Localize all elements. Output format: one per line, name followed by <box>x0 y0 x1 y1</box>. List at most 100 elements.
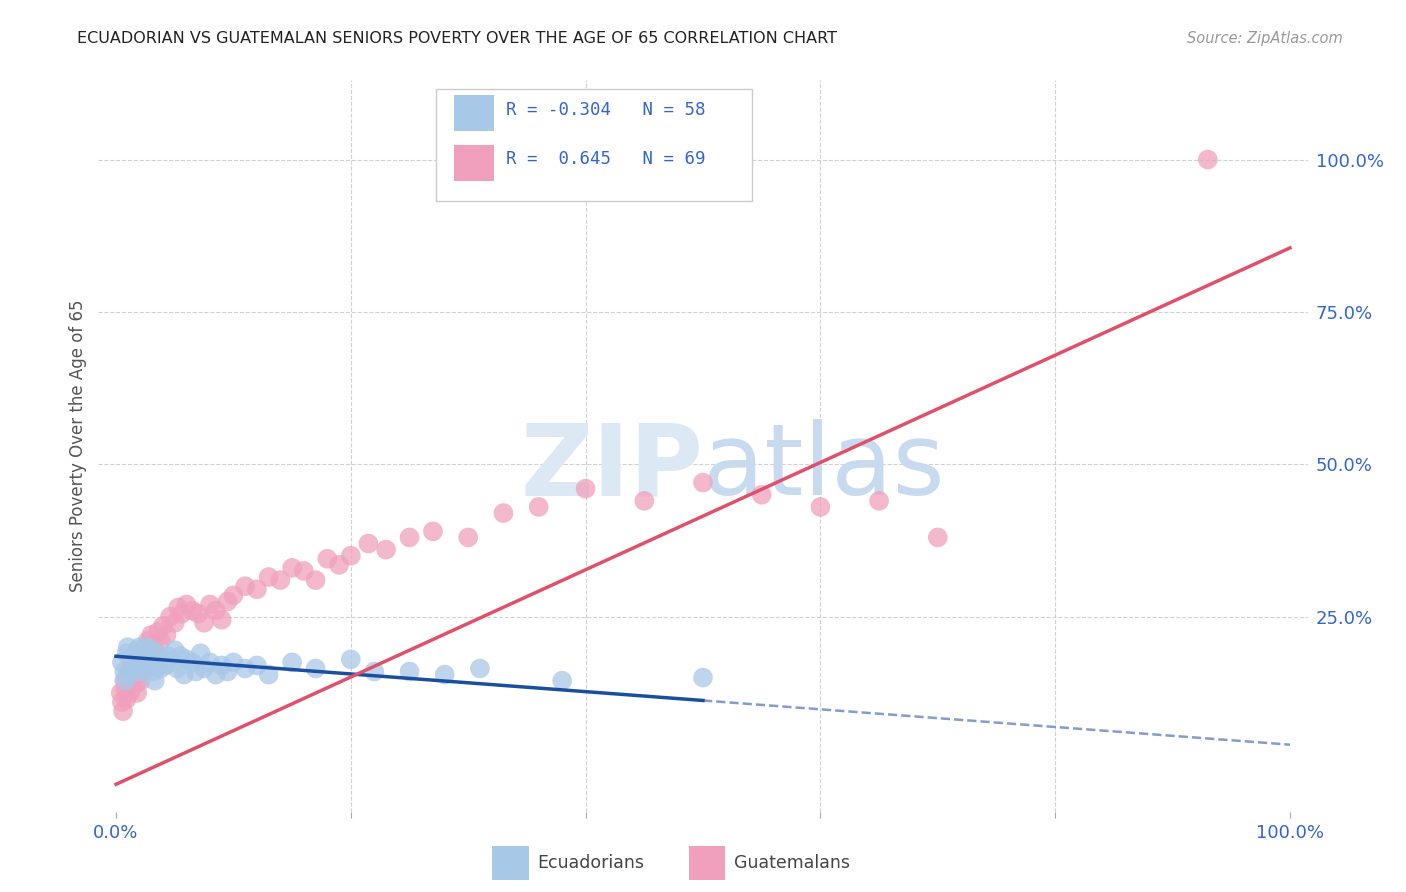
Point <box>316 551 339 566</box>
Point <box>122 656 145 670</box>
Point <box>692 671 714 685</box>
Point <box>128 649 150 664</box>
Point <box>160 656 183 670</box>
Point <box>117 667 139 681</box>
Point <box>204 603 226 617</box>
Point <box>132 665 155 679</box>
Point <box>115 692 138 706</box>
Point <box>127 686 149 700</box>
Point <box>304 573 326 587</box>
Point <box>115 646 138 660</box>
Point <box>246 582 269 597</box>
Point <box>112 665 135 679</box>
Point <box>170 607 193 621</box>
Point <box>357 536 380 550</box>
Point <box>129 673 152 688</box>
Point <box>193 615 215 630</box>
Text: Ecuadorians: Ecuadorians <box>537 854 644 871</box>
Point <box>340 549 363 563</box>
Point <box>457 530 479 544</box>
Point <box>114 682 136 697</box>
Y-axis label: Seniors Poverty Over the Age of 65: Seniors Poverty Over the Age of 65 <box>69 300 87 592</box>
Point <box>112 704 135 718</box>
Point <box>111 656 134 670</box>
Text: ZIP: ZIP <box>520 419 703 516</box>
Point <box>124 667 146 681</box>
Point <box>808 500 831 514</box>
Point <box>148 656 170 670</box>
Point <box>122 649 145 664</box>
Text: atlas: atlas <box>703 419 945 516</box>
Point <box>127 652 149 666</box>
Point <box>136 634 159 648</box>
Point <box>163 643 186 657</box>
Point <box>138 661 160 675</box>
Point <box>149 661 172 675</box>
Point <box>117 667 139 681</box>
Point <box>128 665 150 679</box>
Point <box>134 649 156 664</box>
Point <box>398 665 420 679</box>
Point <box>120 652 142 666</box>
Point <box>211 613 233 627</box>
Point <box>138 643 160 657</box>
Point <box>257 667 280 681</box>
Point <box>149 634 172 648</box>
Point <box>222 588 245 602</box>
Text: ECUADORIAN VS GUATEMALAN SENIORS POVERTY OVER THE AGE OF 65 CORRELATION CHART: ECUADORIAN VS GUATEMALAN SENIORS POVERTY… <box>77 31 838 46</box>
Point <box>128 640 150 655</box>
Point <box>198 656 221 670</box>
Point <box>527 500 550 514</box>
Point <box>217 594 239 608</box>
Point <box>127 643 149 657</box>
Point <box>141 628 163 642</box>
Point <box>120 661 142 675</box>
Point <box>132 665 155 679</box>
Point <box>198 598 221 612</box>
Point <box>633 493 655 508</box>
Point <box>118 676 141 690</box>
Point <box>141 643 163 657</box>
Point <box>422 524 444 539</box>
Point <box>110 686 132 700</box>
Point <box>122 658 145 673</box>
Point <box>152 619 174 633</box>
Point <box>176 652 198 666</box>
Point <box>131 656 153 670</box>
Point <box>233 661 256 675</box>
Point <box>176 598 198 612</box>
Point <box>127 658 149 673</box>
Point <box>363 665 385 679</box>
Point <box>281 561 304 575</box>
Point <box>433 667 456 681</box>
Text: R = -0.304   N = 58: R = -0.304 N = 58 <box>506 101 706 119</box>
Point <box>159 609 181 624</box>
Point <box>155 628 177 642</box>
Point <box>167 600 190 615</box>
Point <box>184 665 207 679</box>
Point <box>142 665 165 679</box>
Point <box>187 607 209 621</box>
Point <box>281 656 304 670</box>
Point <box>181 656 204 670</box>
Point <box>120 661 142 675</box>
Point <box>927 530 949 544</box>
Point <box>398 530 420 544</box>
Point <box>204 667 226 681</box>
Point <box>152 652 174 666</box>
Point <box>146 646 169 660</box>
Point <box>190 646 212 660</box>
Point <box>340 652 363 666</box>
Point <box>135 640 157 655</box>
Point <box>134 640 156 655</box>
Point <box>292 564 315 578</box>
Point <box>120 686 142 700</box>
Point <box>114 673 136 688</box>
Point <box>166 661 188 675</box>
Point <box>246 658 269 673</box>
Point <box>751 488 773 502</box>
Point <box>575 482 598 496</box>
Point <box>217 665 239 679</box>
Point <box>173 667 195 681</box>
Point <box>868 493 890 508</box>
